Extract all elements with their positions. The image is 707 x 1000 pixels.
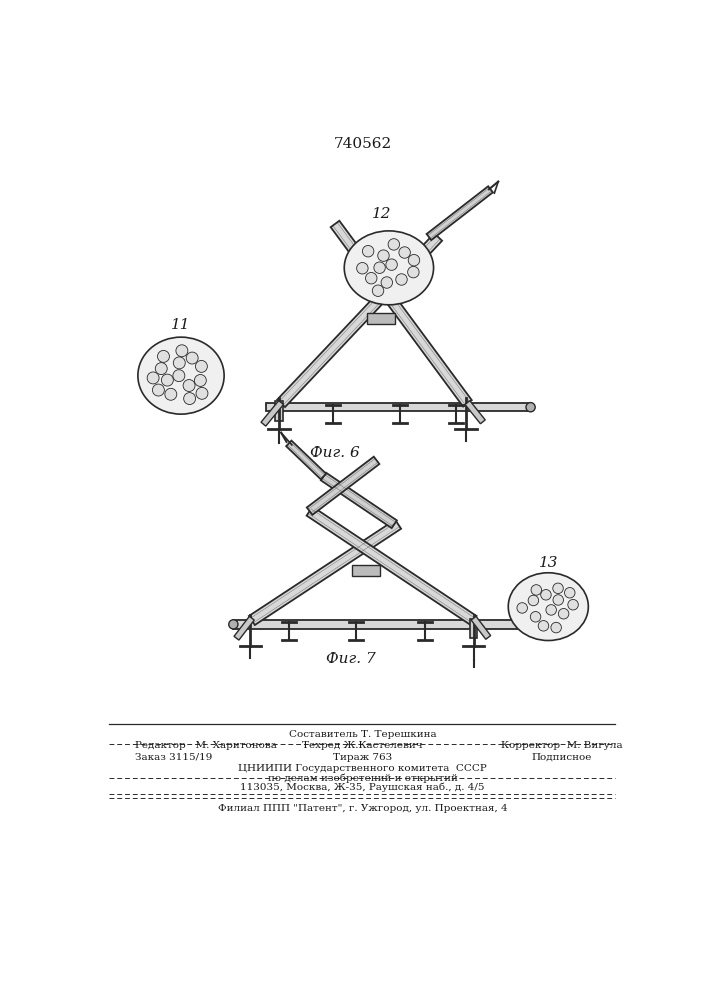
Polygon shape xyxy=(266,403,532,411)
Circle shape xyxy=(553,583,563,594)
Text: Корректор  М. Вигула: Корректор М. Вигула xyxy=(501,741,622,750)
Circle shape xyxy=(546,605,556,615)
Circle shape xyxy=(399,247,410,258)
Circle shape xyxy=(176,345,188,357)
Circle shape xyxy=(184,393,196,405)
Polygon shape xyxy=(469,619,477,638)
Circle shape xyxy=(538,621,549,631)
Circle shape xyxy=(229,620,238,629)
Polygon shape xyxy=(352,565,380,576)
Text: Фиг. 6: Фиг. 6 xyxy=(310,446,360,460)
Text: Заказ 3115/19: Заказ 3115/19 xyxy=(135,753,212,762)
Circle shape xyxy=(165,388,177,400)
Circle shape xyxy=(553,595,563,605)
Polygon shape xyxy=(426,186,493,240)
Ellipse shape xyxy=(138,337,224,414)
Circle shape xyxy=(374,262,385,273)
Polygon shape xyxy=(307,507,477,625)
Polygon shape xyxy=(261,401,284,426)
Ellipse shape xyxy=(508,573,588,641)
Circle shape xyxy=(541,590,551,600)
Circle shape xyxy=(161,374,173,386)
Circle shape xyxy=(388,239,399,250)
Polygon shape xyxy=(368,313,395,324)
Polygon shape xyxy=(471,616,491,639)
Text: Редактор   М. Харитонова: Редактор М. Харитонова xyxy=(135,741,276,750)
Circle shape xyxy=(551,622,561,633)
Circle shape xyxy=(196,387,208,399)
Circle shape xyxy=(528,595,539,606)
Text: 11: 11 xyxy=(171,318,191,332)
Circle shape xyxy=(526,403,535,412)
Circle shape xyxy=(173,357,185,369)
Text: Составитель Т. Терешкина: Составитель Т. Терешкина xyxy=(289,730,436,739)
Circle shape xyxy=(408,254,420,266)
Polygon shape xyxy=(275,401,283,421)
Circle shape xyxy=(530,612,541,622)
Circle shape xyxy=(356,263,368,274)
Text: Подписное: Подписное xyxy=(531,753,592,762)
Circle shape xyxy=(173,370,185,382)
Polygon shape xyxy=(331,221,472,407)
Circle shape xyxy=(183,380,195,391)
Circle shape xyxy=(559,608,569,619)
Circle shape xyxy=(363,245,374,257)
Circle shape xyxy=(158,350,170,362)
Polygon shape xyxy=(286,441,326,479)
Polygon shape xyxy=(277,233,442,407)
Circle shape xyxy=(153,384,164,396)
Circle shape xyxy=(386,259,397,270)
Text: Техред Ж.Кастелевич: Техред Ж.Кастелевич xyxy=(303,741,423,750)
Circle shape xyxy=(378,250,389,261)
Circle shape xyxy=(381,277,392,288)
Circle shape xyxy=(373,285,384,296)
Circle shape xyxy=(156,363,168,375)
Text: 740562: 740562 xyxy=(334,137,392,151)
Circle shape xyxy=(195,360,207,372)
Polygon shape xyxy=(321,473,397,528)
Circle shape xyxy=(531,585,542,595)
Circle shape xyxy=(186,352,198,364)
Text: Фиг. 7: Фиг. 7 xyxy=(325,652,375,666)
Circle shape xyxy=(147,372,159,384)
Text: ЦНИИПИ Государственного комитета  СССР: ЦНИИПИ Государственного комитета СССР xyxy=(238,764,487,773)
Circle shape xyxy=(396,274,407,285)
Circle shape xyxy=(568,599,578,610)
Polygon shape xyxy=(307,457,380,515)
Polygon shape xyxy=(233,620,520,629)
Polygon shape xyxy=(234,616,255,640)
Text: Тираж 763: Тираж 763 xyxy=(333,753,392,762)
Text: по делам изобретений и открытий: по делам изобретений и открытий xyxy=(268,774,457,783)
Text: Филиал ППП "Патент", г. Ужгород, ул. Проектная, 4: Филиал ППП "Патент", г. Ужгород, ул. Про… xyxy=(218,804,508,813)
Circle shape xyxy=(517,603,527,613)
Circle shape xyxy=(408,266,419,278)
Text: 113035, Москва, Ж-35, Раушская наб., д. 4/5: 113035, Москва, Ж-35, Раушская наб., д. … xyxy=(240,783,485,792)
Circle shape xyxy=(194,375,206,386)
Polygon shape xyxy=(465,401,485,424)
Text: 13: 13 xyxy=(539,556,558,570)
Circle shape xyxy=(564,588,575,598)
Circle shape xyxy=(366,272,377,284)
Ellipse shape xyxy=(344,231,433,305)
Polygon shape xyxy=(249,520,401,625)
Text: 12: 12 xyxy=(371,207,391,221)
